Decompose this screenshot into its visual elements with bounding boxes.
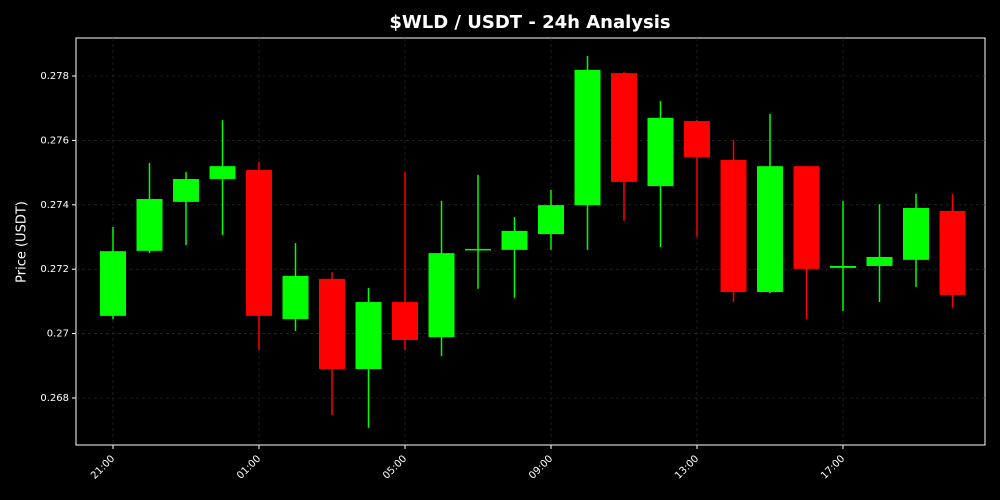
plot-frame bbox=[75, 37, 986, 446]
y-tick-label: 0.268 bbox=[40, 393, 69, 404]
candle-body bbox=[246, 170, 272, 316]
candle-body bbox=[319, 278, 345, 370]
y-axis-label: Price (USDT) bbox=[15, 201, 30, 283]
x-tick-label: 21:00 bbox=[89, 453, 117, 481]
candle-body bbox=[100, 251, 126, 316]
candle-body bbox=[501, 230, 528, 250]
candle-body bbox=[574, 69, 601, 206]
candle-body bbox=[136, 198, 163, 251]
candle-body bbox=[757, 166, 783, 293]
y-tick-label: 0.276 bbox=[40, 135, 69, 146]
candle-body bbox=[830, 265, 856, 268]
x-tick-label: 05:00 bbox=[381, 453, 409, 481]
candle-body bbox=[866, 256, 893, 266]
x-tick-label: 13:00 bbox=[673, 453, 701, 481]
x-tick-label: 17:00 bbox=[819, 453, 847, 481]
y-tick-label: 0.27 bbox=[47, 329, 69, 340]
x-tick-label: 09:00 bbox=[527, 453, 555, 481]
candle-body bbox=[282, 275, 309, 320]
candle-body bbox=[647, 117, 674, 187]
candle-body bbox=[392, 302, 418, 341]
candle-body bbox=[428, 253, 455, 338]
candle-body bbox=[465, 248, 491, 251]
x-tick-label: 01:00 bbox=[235, 453, 263, 481]
candle-body bbox=[720, 160, 747, 293]
candle-body bbox=[355, 302, 382, 370]
y-tick-label: 0.272 bbox=[40, 264, 69, 275]
candle-body bbox=[173, 179, 199, 202]
candle-body bbox=[611, 73, 637, 182]
y-tick-label: 0.278 bbox=[40, 71, 69, 82]
chart-title: $WLD / USDT - 24h Analysis bbox=[389, 12, 670, 33]
candle-body bbox=[903, 208, 929, 260]
candle-body bbox=[939, 210, 966, 295]
y-tick-label: 0.274 bbox=[40, 200, 69, 211]
candle-body bbox=[684, 121, 710, 158]
candle-body bbox=[793, 166, 820, 269]
candle-body bbox=[209, 166, 236, 180]
candle-body bbox=[538, 205, 564, 235]
